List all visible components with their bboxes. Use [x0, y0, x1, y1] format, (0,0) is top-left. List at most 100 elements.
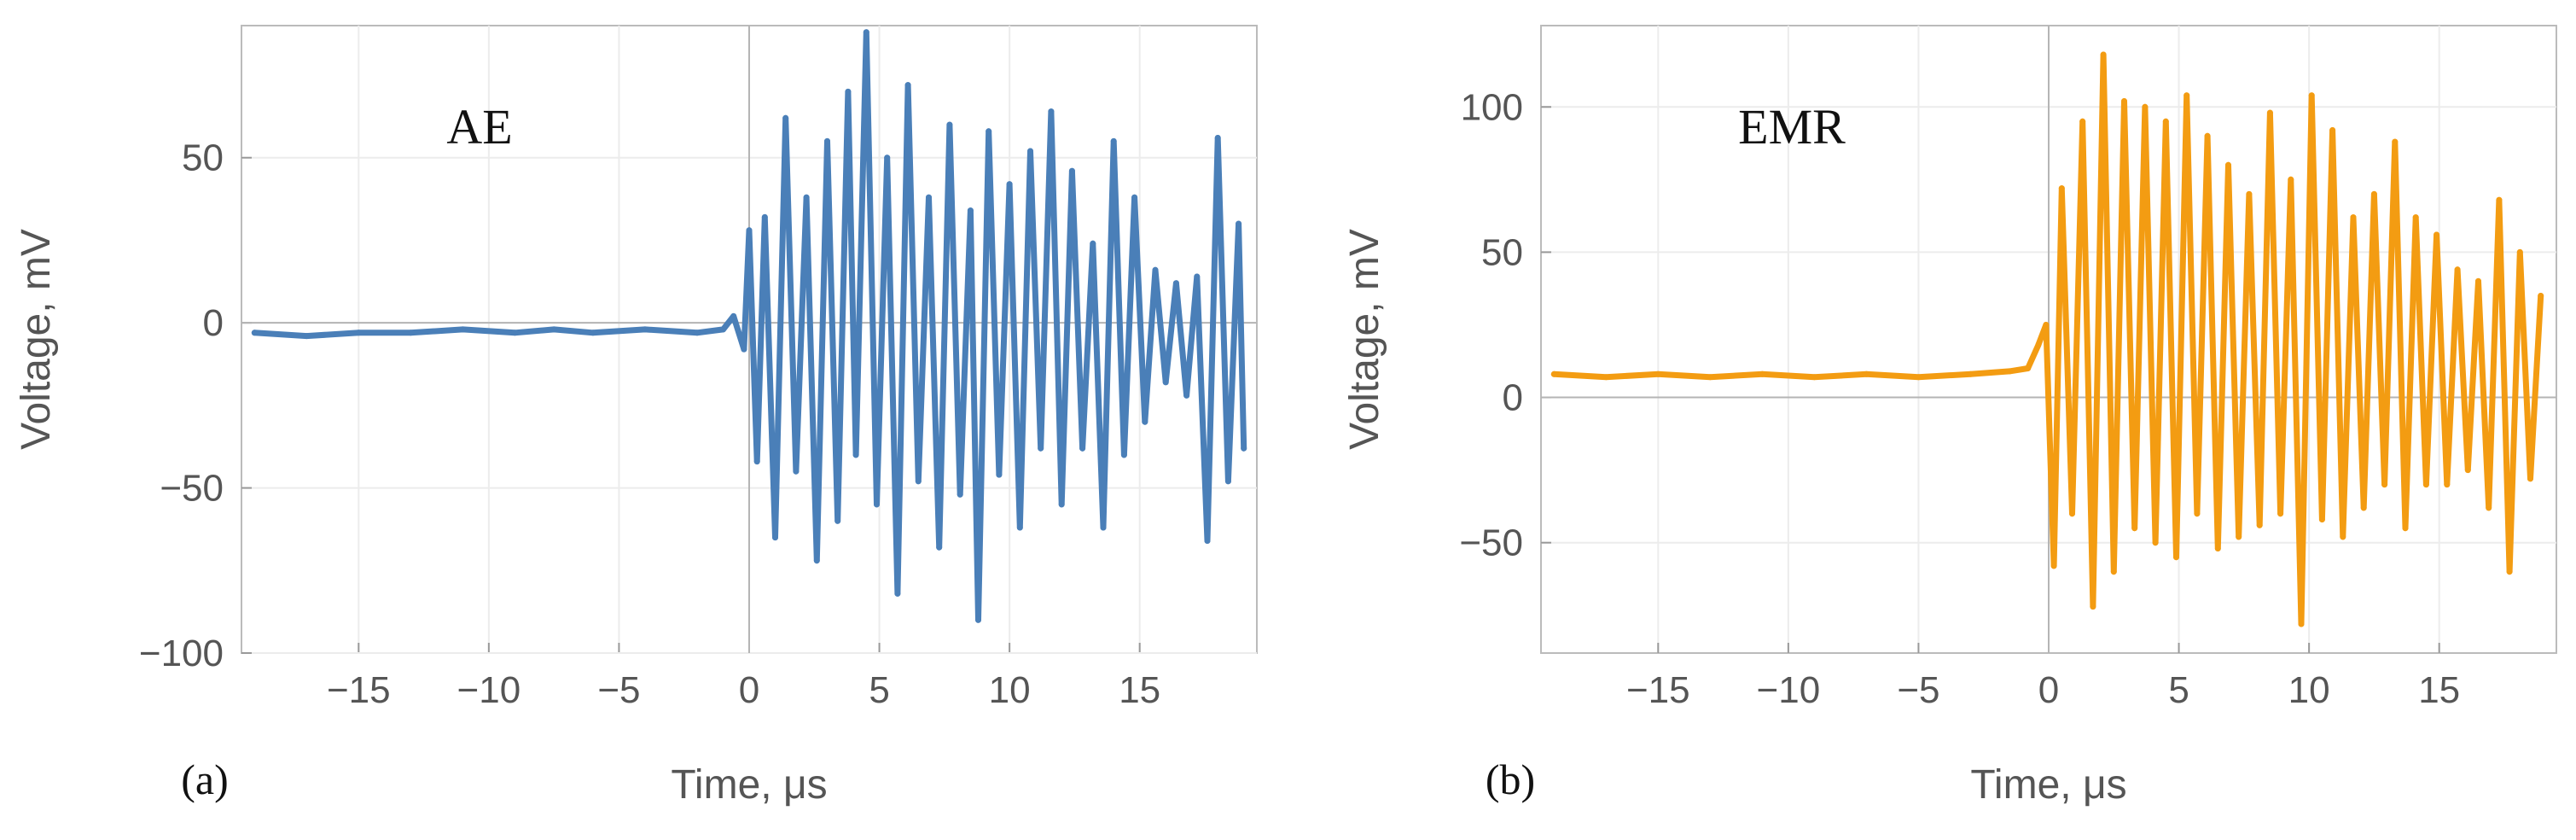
ae-y-tick-label: −100	[139, 633, 224, 674]
emr-data-point	[2308, 92, 2315, 99]
emr-panel-tag: (b)	[1486, 755, 1535, 803]
emr-data-point	[2214, 545, 2221, 551]
emr-y-axis-title: Voltage, mV	[1342, 229, 1387, 450]
emr-data-point	[2538, 293, 2544, 299]
ae-data-point	[986, 128, 992, 135]
emr-data-point	[1654, 370, 1661, 377]
emr-data-point	[2381, 481, 2388, 488]
emr-x-tick-label: 5	[2168, 669, 2189, 711]
emr-data-point	[2329, 127, 2336, 133]
emr-data-point	[2194, 510, 2201, 517]
emr-data-point	[2288, 176, 2294, 183]
emr-data-point	[2079, 118, 2086, 125]
ae-data-point	[975, 616, 981, 623]
ae-data-point	[1120, 452, 1127, 458]
emr-data-point	[2464, 467, 2471, 474]
ae-x-tick-label: −15	[327, 669, 391, 711]
ae-data-point	[967, 207, 974, 214]
emr-data-point	[2110, 569, 2117, 575]
ae-data-point	[936, 544, 943, 551]
ae-data-point	[874, 501, 880, 508]
emr-data-point	[2035, 341, 2042, 348]
ae-data-point	[1204, 538, 1211, 544]
emr-data-point	[2256, 522, 2263, 528]
emr-data-point	[2444, 481, 2451, 488]
ae-data-point	[1236, 220, 1242, 227]
emr-data-point	[2350, 214, 2357, 221]
ae-data-point	[863, 29, 869, 36]
ae-data-point	[1048, 108, 1055, 115]
ae-data-point	[741, 346, 747, 353]
emr-x-axis-title: Time, μs	[1970, 762, 2126, 808]
emr-x-tick-label: −10	[1757, 669, 1821, 711]
ae-data-point	[1100, 524, 1107, 531]
emr-data-point	[2043, 322, 2050, 328]
emr-data-point	[2121, 98, 2127, 104]
ae-data-point	[1027, 148, 1033, 155]
emr-data-point	[2434, 231, 2440, 238]
ae-data-point	[303, 333, 310, 340]
ae-data-point	[915, 478, 922, 485]
ae-data-point	[642, 326, 648, 333]
emr-data-point	[2392, 138, 2399, 145]
ae-data-point	[1038, 445, 1044, 452]
emr-x-tick-label: −5	[1897, 669, 1939, 711]
ae-data-point	[1058, 501, 1065, 508]
ae-data-point	[1016, 524, 1023, 531]
ae-y-tick-label: −50	[160, 468, 224, 510]
emr-x-tick-label: −15	[1626, 669, 1690, 711]
emr-data-point	[1863, 370, 1869, 377]
ae-data-point	[1162, 379, 1169, 386]
ae-data-point	[1214, 135, 1221, 141]
ae-data-point	[746, 227, 753, 234]
ae-x-tick-label: 15	[1119, 669, 1160, 711]
emr-data-point	[2527, 475, 2533, 482]
ae-data-point	[813, 557, 820, 564]
ae-data-point	[996, 471, 1003, 478]
ae-data-point	[753, 458, 760, 465]
emr-x-tick-label: 10	[2288, 669, 2330, 711]
emr-data-point	[2162, 118, 2169, 125]
ae-data-point	[1068, 167, 1075, 174]
emr-data-point	[2183, 92, 2190, 99]
ae-data-point	[834, 517, 841, 524]
ae-data-point	[720, 326, 726, 333]
ae-data-point	[803, 194, 810, 201]
ae-data-point	[1194, 273, 1201, 280]
ae-data-point	[852, 452, 859, 458]
ae-data-point	[1131, 194, 1138, 201]
emr-data-point	[1602, 374, 1609, 381]
emr-data-point	[2204, 132, 2211, 139]
ae-data-point	[590, 330, 596, 336]
emr-data-point	[2152, 540, 2159, 546]
ae-data-point	[782, 114, 789, 121]
emr-data-point	[1968, 370, 1974, 377]
emr-data-point	[2496, 196, 2503, 203]
ae-data-point	[730, 312, 737, 319]
emr-x-tick-label: 0	[2038, 669, 2059, 711]
ae-data-point	[459, 326, 466, 333]
ae-panel-tag: (a)	[181, 755, 229, 803]
emr-data-point	[2422, 481, 2429, 488]
emr-data-point	[2050, 563, 2057, 569]
ae-data-point	[407, 330, 414, 336]
ae-data-point	[1079, 445, 1086, 452]
emr-data-point	[2454, 266, 2461, 273]
emr-data-point	[2090, 604, 2096, 610]
ae-data-point	[1090, 240, 1096, 247]
ae-x-tick-label: 10	[989, 669, 1031, 711]
emr-annotation: EMR	[1738, 99, 1846, 155]
emr-data-point	[2131, 525, 2138, 532]
ae-y-tick-label: 0	[203, 302, 224, 344]
ae-x-tick-label: 5	[869, 669, 889, 711]
emr-y-tick-label: 100	[1461, 86, 1523, 128]
emr-data-point	[2100, 51, 2107, 58]
emr-data-point	[2142, 103, 2149, 110]
emr-y-tick-label: −50	[1459, 522, 1523, 564]
ae-data-point	[355, 330, 362, 336]
emr-data-point	[1707, 374, 1713, 381]
ae-y-axis-title: Voltage, mV	[14, 229, 59, 450]
ae-data-point	[824, 137, 830, 144]
ae-x-axis-title: Time, μs	[671, 762, 827, 808]
ae-x-tick-label: −5	[597, 669, 640, 711]
